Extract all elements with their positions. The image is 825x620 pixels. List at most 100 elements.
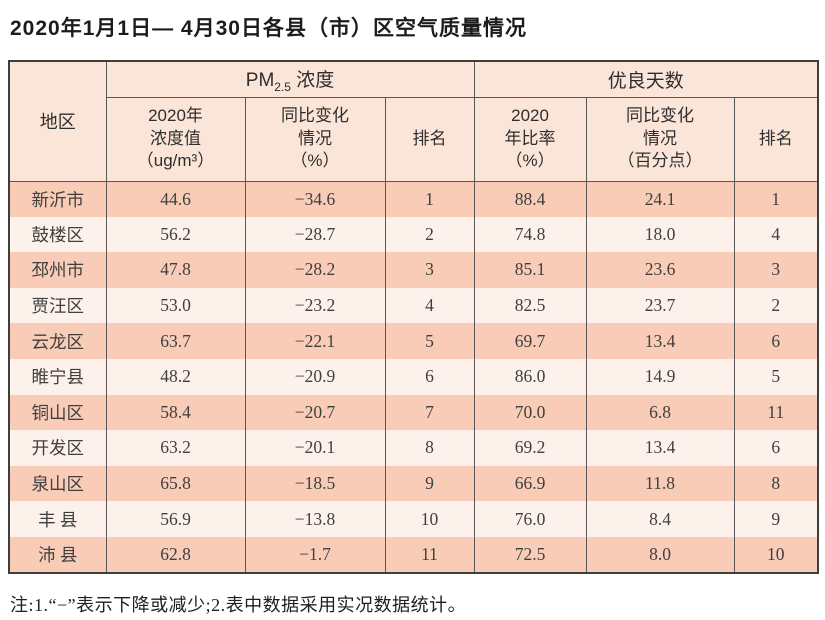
cell-pm-change: −1.7 [244,536,386,573]
cell-region: 泉山区 [8,465,107,502]
cell-region: 沛 县 [8,536,107,573]
cell-concentration: 48.2 [105,358,246,395]
cell-days-rank: 8 [733,465,819,502]
cell-region: 睢宁县 [8,358,107,395]
cell-ratio: 74.8 [473,216,587,253]
cell-region: 铜山区 [8,394,107,431]
col-subheader-days-change: 同比变化 情况 （百分点） [585,96,735,182]
cell-region: 邳州市 [8,252,107,288]
cell-pm-change: −13.8 [244,501,386,537]
cell-days-rank: 4 [733,216,819,253]
table-row: 沛 县 62.8 −1.7 11 72.5 8.0 10 [8,536,819,573]
cell-concentration: 44.6 [105,181,246,217]
cell-ratio: 85.1 [473,252,587,288]
table-row: 云龙区 63.7 −22.1 5 69.7 13.4 6 [8,323,819,359]
cell-pm-rank: 5 [384,323,475,359]
cell-ratio: 86.0 [473,358,587,395]
cell-ratio: 72.5 [473,536,587,573]
cell-ratio: 82.5 [473,287,587,324]
cell-concentration: 62.8 [105,536,246,573]
pm25-label-prefix: PM [245,69,275,91]
table-row: 泉山区 65.8 −18.5 9 66.9 11.8 8 [8,465,819,502]
cell-ratio: 76.0 [473,501,587,537]
cell-days-rank: 3 [733,252,819,288]
cell-days-change: 24.1 [585,181,735,217]
cell-concentration: 56.2 [105,216,246,253]
cell-pm-rank: 6 [384,358,475,395]
cell-days-change: 13.4 [585,323,735,359]
page-title: 2020年1月1日— 4月30日各县（市）区空气质量情况 [10,17,527,40]
table-row: 睢宁县 48.2 −20.9 6 86.0 14.9 5 [8,358,819,395]
cell-pm-rank: 4 [384,287,475,324]
pm25-label-suffix: 浓度 [290,69,335,91]
table-row: 铜山区 58.4 −20.7 7 70.0 6.8 11 [8,394,819,431]
cell-region: 鼓楼区 [8,216,107,253]
cell-days-change: 8.4 [585,501,735,537]
header-group-row: 地区 PM2.5 浓度 优良天数 [8,60,819,182]
cell-region: 丰 县 [8,501,107,537]
cell-pm-rank: 8 [384,430,475,466]
cell-pm-rank: 1 [384,181,475,217]
cell-region: 新沂市 [8,181,107,217]
cell-days-rank: 2 [733,287,819,324]
table-row: 贾汪区 53.0 −23.2 4 82.5 23.7 2 [8,287,819,324]
cell-days-rank: 10 [733,536,819,573]
cell-pm-change: −20.1 [244,430,386,466]
cell-pm-change: −28.2 [244,252,386,288]
col-subheader-pm-rank: 排名 [384,96,475,182]
table-row: 开发区 63.2 −20.1 8 69.2 13.4 6 [8,430,819,466]
cell-ratio: 70.0 [473,394,587,431]
cell-concentration: 63.7 [105,323,246,359]
cell-pm-rank: 10 [384,501,475,537]
cell-ratio: 69.2 [473,430,587,466]
cell-pm-rank: 2 [384,216,475,253]
header-sub-row: 2020年 浓度值 （ug/m³） 同比变化 情况 （%） 排名 2020 年比… [9,96,819,182]
cell-days-change: 8.0 [585,536,735,573]
cell-pm-rank: 9 [384,465,475,502]
cell-concentration: 56.9 [105,501,246,537]
cell-pm-change: −28.7 [244,216,386,253]
col-subheader-days-rank: 排名 [733,96,819,182]
cell-days-rank: 5 [733,358,819,395]
col-subheader-ratio: 2020 年比率 （%） [473,96,587,182]
table-row: 丰 县 56.9 −13.8 10 76.0 8.4 9 [8,501,819,537]
cell-days-change: 11.8 [585,465,735,502]
cell-ratio: 88.4 [473,181,587,217]
cell-ratio: 66.9 [473,465,587,502]
cell-days-rank: 6 [733,430,819,466]
cell-pm-change: −22.1 [244,323,386,359]
col-header-region: 地区 [8,60,107,182]
table-row: 鼓楼区 56.2 −28.7 2 74.8 18.0 4 [8,216,819,253]
table-row: 新沂市 44.6 −34.6 1 88.4 24.1 1 [8,181,819,217]
cell-pm-change: −20.9 [244,358,386,395]
cell-days-change: 13.4 [585,430,735,466]
cell-pm-rank: 7 [384,394,475,431]
cell-days-change: 23.6 [585,252,735,288]
cell-concentration: 65.8 [105,465,246,502]
cell-concentration: 63.2 [105,430,246,466]
cell-pm-change: −34.6 [244,181,386,217]
cell-pm-rank: 11 [384,536,475,573]
cell-days-change: 18.0 [585,216,735,253]
cell-days-rank: 6 [733,323,819,359]
cell-pm-change: −23.2 [244,287,386,324]
cell-days-rank: 11 [733,394,819,431]
col-subheader-concentration: 2020年 浓度值 （ug/m³） [105,96,246,182]
col-subheader-pm-change: 同比变化 情况 （%） [244,96,386,182]
cell-concentration: 58.4 [105,394,246,431]
table-row: 邳州市 47.8 −28.2 3 85.1 23.6 3 [8,252,819,288]
cell-concentration: 53.0 [105,287,246,324]
footnote: 注:1.“−”表示下降或减少;2.表中数据采用实况数据统计。 [10,594,467,615]
cell-days-rank: 1 [733,181,819,217]
cell-concentration: 47.8 [105,252,246,288]
cell-days-rank: 9 [733,501,819,537]
cell-pm-rank: 3 [384,252,475,288]
col-group-good-days: 优良天数 [473,60,819,98]
cell-days-change: 23.7 [585,287,735,324]
cell-days-change: 14.9 [585,358,735,395]
cell-region: 开发区 [8,430,107,466]
cell-pm-change: −20.7 [244,394,386,431]
pm25-subscript: 2.5 [274,79,291,94]
cell-pm-change: −18.5 [244,465,386,502]
